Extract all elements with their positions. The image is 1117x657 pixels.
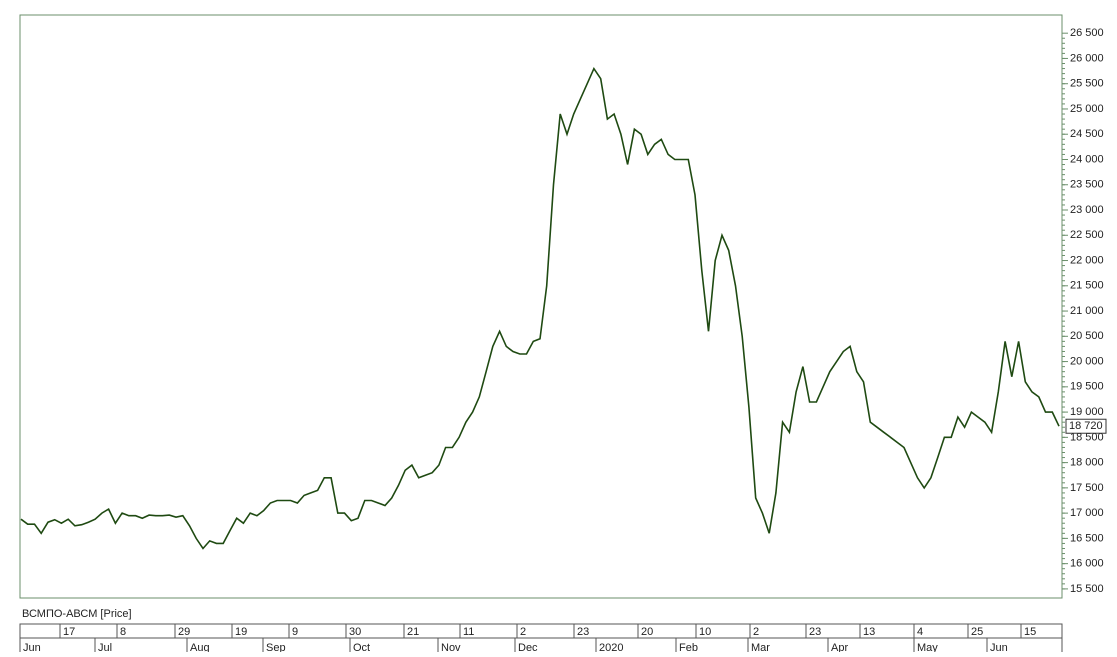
month-label: Jun [990, 642, 1008, 652]
y-tick-label: 23 000 [1070, 204, 1104, 216]
day-label: 20 [641, 626, 653, 638]
last-value-box [1065, 418, 1107, 434]
y-tick-label: 21 500 [1070, 280, 1104, 292]
day-label: 17 [63, 626, 75, 638]
y-tick-label: 19 000 [1070, 406, 1104, 418]
month-label: Nov [441, 642, 461, 652]
y-tick-label: 24 500 [1070, 128, 1104, 140]
month-label: Jul [98, 642, 112, 652]
day-label: 13 [863, 626, 875, 638]
month-label: Feb [679, 642, 698, 652]
y-tick-label: 17 500 [1070, 482, 1104, 494]
plot-area [19, 14, 1063, 599]
y-tick-label: 26 000 [1070, 52, 1104, 64]
day-label: 2 [753, 626, 759, 638]
y-tick-label: 16 000 [1070, 558, 1104, 570]
day-label: 30 [349, 626, 361, 638]
y-tick-label: 18 500 [1070, 431, 1104, 443]
day-label: 8 [120, 626, 126, 638]
day-label: 19 [235, 626, 247, 638]
month-label: 2020 [599, 642, 623, 652]
month-label: Jun [23, 642, 41, 652]
y-tick-label: 17 000 [1070, 507, 1104, 519]
y-tick-label: 22 500 [1070, 229, 1104, 241]
price-line [20, 66, 1060, 550]
month-label: Aug [190, 642, 210, 652]
y-tick-label: 15 500 [1070, 583, 1104, 595]
day-label: 9 [292, 626, 298, 638]
day-label: 25 [971, 626, 983, 638]
day-label: 2 [520, 626, 526, 638]
day-label: 4 [917, 626, 923, 638]
y-tick-label: 25 000 [1070, 103, 1104, 115]
month-label: Mar [751, 642, 770, 652]
month-label: Sep [266, 642, 286, 652]
y-tick-label: 20 500 [1070, 330, 1104, 342]
day-label: 29 [178, 626, 190, 638]
y-tick-label: 19 500 [1070, 381, 1104, 393]
day-label: 15 [1024, 626, 1036, 638]
day-label: 10 [699, 626, 711, 638]
y-tick-label: 23 500 [1070, 179, 1104, 191]
month-label: Apr [831, 642, 848, 652]
month-label: Dec [518, 642, 538, 652]
y-tick-label: 16 500 [1070, 532, 1104, 544]
day-label: 21 [407, 626, 419, 638]
day-label: 23 [577, 626, 589, 638]
y-tick-label: 20 000 [1070, 355, 1104, 367]
day-label: 11 [463, 626, 474, 638]
y-tick-label: 22 000 [1070, 254, 1104, 266]
y-tick-label: 21 000 [1070, 305, 1104, 317]
y-tick-label: 18 000 [1070, 457, 1104, 469]
y-tick-label: 25 500 [1070, 78, 1104, 90]
series-label: ВСМПО-АВСМ [Price] [22, 608, 132, 620]
month-label: May [917, 642, 938, 652]
month-label: Oct [353, 642, 370, 652]
time-axis [19, 623, 1063, 655]
last-value-label: 18 720 [1069, 420, 1103, 432]
y-tick-label: 26 500 [1070, 27, 1104, 39]
day-label: 23 [809, 626, 821, 638]
y-tick-label: 24 000 [1070, 153, 1104, 165]
